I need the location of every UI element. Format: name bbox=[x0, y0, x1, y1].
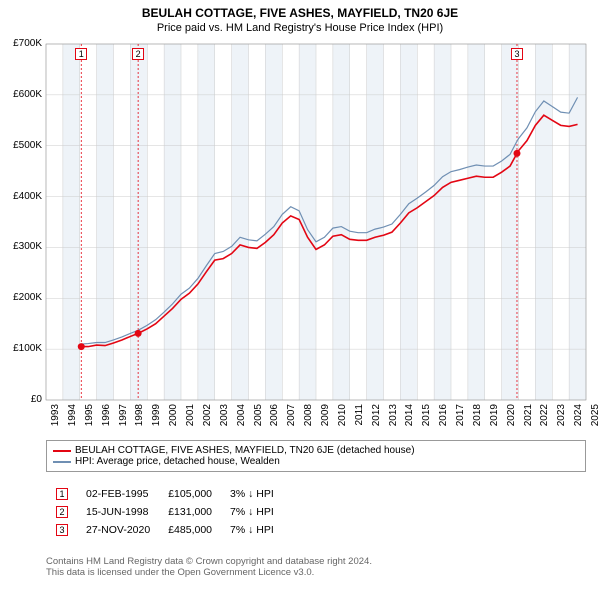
y-tick-label: £400K bbox=[2, 191, 42, 202]
x-tick-label: 2002 bbox=[202, 404, 213, 434]
x-tick-label: 2004 bbox=[236, 404, 247, 434]
event-date: 27-NOV-2020 bbox=[78, 522, 158, 538]
x-tick-label: 2011 bbox=[354, 404, 365, 434]
event-num: 2 bbox=[56, 506, 68, 518]
x-tick-label: 2000 bbox=[168, 404, 179, 434]
x-tick-label: 1997 bbox=[118, 404, 129, 434]
event-row: 2 15-JUN-1998£131,0007% ↓ HPI bbox=[48, 504, 282, 520]
legend-swatch-property bbox=[53, 450, 71, 452]
footnote-line1: Contains HM Land Registry data © Crown c… bbox=[46, 556, 372, 567]
event-price: £105,000 bbox=[160, 486, 220, 502]
x-tick-label: 2012 bbox=[371, 404, 382, 434]
y-tick-label: £100K bbox=[2, 343, 42, 354]
x-tick-label: 2003 bbox=[219, 404, 230, 434]
x-tick-label: 2014 bbox=[404, 404, 415, 434]
chart-container: BEULAH COTTAGE, FIVE ASHES, MAYFIELD, TN… bbox=[0, 0, 600, 590]
x-tick-label: 2017 bbox=[455, 404, 466, 434]
x-tick-label: 1996 bbox=[101, 404, 112, 434]
x-tick-label: 2007 bbox=[286, 404, 297, 434]
footnote-line2: This data is licensed under the Open Gov… bbox=[46, 567, 372, 578]
x-tick-label: 1994 bbox=[67, 404, 78, 434]
x-tick-label: 2010 bbox=[337, 404, 348, 434]
x-tick-label: 2006 bbox=[269, 404, 280, 434]
event-price: £485,000 bbox=[160, 522, 220, 538]
event-marker: 2 bbox=[132, 48, 144, 60]
x-tick-label: 2013 bbox=[388, 404, 399, 434]
x-tick-label: 2015 bbox=[421, 404, 432, 434]
event-num: 3 bbox=[56, 524, 68, 536]
x-tick-label: 2025 bbox=[590, 404, 600, 434]
x-tick-label: 2021 bbox=[523, 404, 534, 434]
event-price: £131,000 bbox=[160, 504, 220, 520]
event-delta: 3% ↓ HPI bbox=[222, 486, 282, 502]
x-tick-label: 2019 bbox=[489, 404, 500, 434]
legend-label-hpi: HPI: Average price, detached house, Weal… bbox=[75, 456, 280, 467]
event-date: 02-FEB-1995 bbox=[78, 486, 158, 502]
event-marker: 1 bbox=[75, 48, 87, 60]
y-tick-label: £600K bbox=[2, 89, 42, 100]
event-delta: 7% ↓ HPI bbox=[222, 522, 282, 538]
x-tick-label: 2022 bbox=[539, 404, 550, 434]
y-tick-label: £700K bbox=[2, 38, 42, 49]
x-tick-label: 2005 bbox=[253, 404, 264, 434]
x-tick-label: 1995 bbox=[84, 404, 95, 434]
legend-swatch-hpi bbox=[53, 461, 71, 463]
y-tick-label: £0 bbox=[2, 394, 42, 405]
x-tick-label: 1999 bbox=[151, 404, 162, 434]
event-row: 3 27-NOV-2020£485,0007% ↓ HPI bbox=[48, 522, 282, 538]
x-tick-label: 2024 bbox=[573, 404, 584, 434]
x-tick-label: 1993 bbox=[50, 404, 61, 434]
x-tick-label: 2016 bbox=[438, 404, 449, 434]
x-tick-label: 2001 bbox=[185, 404, 196, 434]
legend-label-property: BEULAH COTTAGE, FIVE ASHES, MAYFIELD, TN… bbox=[75, 445, 415, 456]
event-date: 15-JUN-1998 bbox=[78, 504, 158, 520]
legend-row-property: BEULAH COTTAGE, FIVE ASHES, MAYFIELD, TN… bbox=[53, 445, 579, 456]
event-marker: 3 bbox=[511, 48, 523, 60]
footnote: Contains HM Land Registry data © Crown c… bbox=[46, 556, 372, 578]
x-tick-label: 2018 bbox=[472, 404, 483, 434]
x-tick-label: 2008 bbox=[303, 404, 314, 434]
y-tick-label: £300K bbox=[2, 241, 42, 252]
event-row: 1 02-FEB-1995£105,0003% ↓ HPI bbox=[48, 486, 282, 502]
event-num: 1 bbox=[56, 488, 68, 500]
legend: BEULAH COTTAGE, FIVE ASHES, MAYFIELD, TN… bbox=[46, 440, 586, 472]
y-tick-label: £500K bbox=[2, 140, 42, 151]
x-tick-label: 1998 bbox=[134, 404, 145, 434]
x-tick-label: 2009 bbox=[320, 404, 331, 434]
y-tick-label: £200K bbox=[2, 292, 42, 303]
x-tick-label: 2023 bbox=[556, 404, 567, 434]
event-delta: 7% ↓ HPI bbox=[222, 504, 282, 520]
events-table: 1 02-FEB-1995£105,0003% ↓ HPI 2 15-JUN-1998… bbox=[46, 484, 284, 540]
x-tick-label: 2020 bbox=[506, 404, 517, 434]
legend-row-hpi: HPI: Average price, detached house, Weal… bbox=[53, 456, 579, 467]
